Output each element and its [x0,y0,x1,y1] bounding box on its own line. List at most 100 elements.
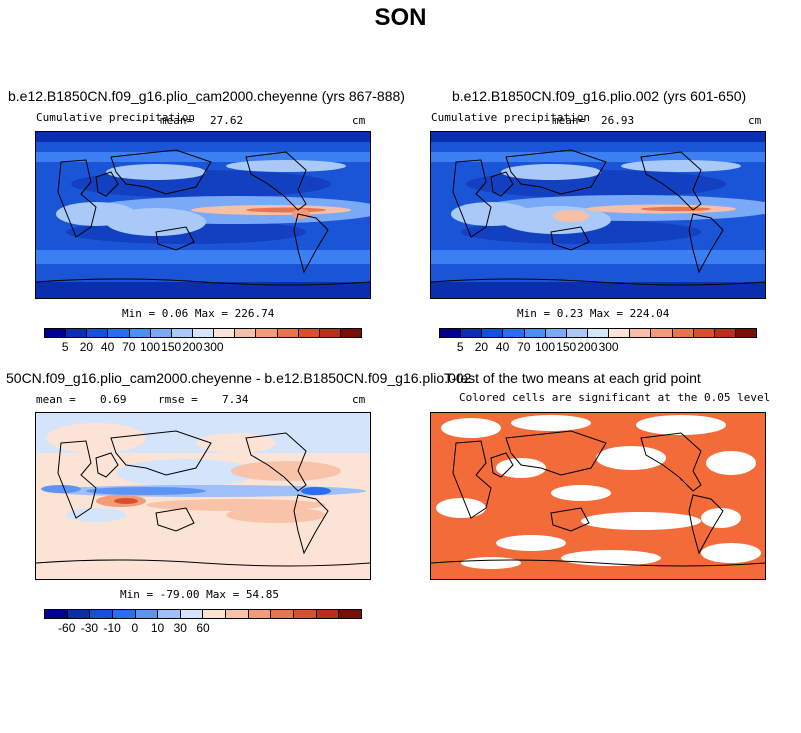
colorbar-swatch [45,329,67,337]
panel-1-precip-field [36,132,370,298]
panel-2-colorbar [439,328,757,338]
colorbar-swatch [192,329,215,337]
panel-4-title: T-test of the two means at each grid poi… [444,370,701,386]
panel-1-mean-label: mean= [160,114,194,127]
panel-1-units: cm [352,114,366,127]
colorbar-tick-label: 20 [79,340,94,354]
page-title: SON [374,4,427,31]
colorbar-swatch [461,329,483,337]
colorbar-tick-label: 20 [474,340,489,354]
colorbar-swatch [135,610,159,618]
colorbar-swatch [271,610,295,618]
colorbar-swatch [108,329,130,337]
panel-2-mean: 26.93 [601,114,635,127]
colorbar-tick-label: 150 [161,340,182,354]
colorbar-swatch [651,329,673,337]
colorbar-tick-label: 300 [203,340,224,354]
panel-4-subtitle: Colored cells are significant at the 0.0… [459,391,771,404]
colorbar-tick-label: 10 [150,621,165,635]
colorbar-tick-label: -60 [58,621,76,635]
panel-3-rmse-label: rmse = [158,393,198,406]
colorbar-swatch [545,329,567,337]
colorbar-tick-label: 5 [61,340,69,354]
colorbar-tick-label: 70 [122,340,136,354]
colorbar-tick-label: 60 [196,621,210,635]
panel-4-map [430,412,766,580]
colorbar-swatch [503,329,525,337]
colorbar-swatch [66,329,88,337]
colorbar-swatch [735,329,757,337]
panel-2-map [430,131,766,299]
colorbar-swatch [256,329,278,337]
colorbar-swatch [630,329,652,337]
colorbar-swatch [180,610,204,618]
colorbar-tick-label: 70 [517,340,531,354]
colorbar-tick-label: 40 [100,340,115,354]
colorbar-tick-label: -30 [80,621,99,635]
panel-4-significance-field [431,413,765,579]
panel-3-difference-field [36,413,370,579]
panel-3-units: cm [352,393,366,406]
panel-1-min-max: Min = 0.06 Max = 226.74 [122,307,275,320]
colorbar-swatch [90,610,113,618]
colorbar-tick-label: 200 [577,340,598,354]
panel-3-title: 50CN.f09_g16.plio_cam2000.cheyenne - b.e… [6,370,472,386]
panel-3-colorbar [44,609,362,619]
colorbar-swatch [171,329,193,337]
colorbar-swatch [316,610,340,618]
panel-3-mean-label: mean = [36,393,76,406]
colorbar-swatch [298,329,320,337]
colorbar-swatch [203,610,227,618]
colorbar-tick-label: 300 [598,340,619,354]
colorbar-swatch [150,329,172,337]
colorbar-swatch [440,329,462,337]
colorbar-swatch [226,610,249,618]
colorbar-swatch [277,329,299,337]
colorbar-swatch [339,610,361,618]
colorbar-tick-label: 30 [173,621,187,635]
colorbar-tick-label: 0 [131,621,139,635]
panel-3-mean: 0.69 [100,393,127,406]
colorbar-swatch [214,329,236,337]
colorbar-swatch [45,610,68,618]
colorbar-swatch [714,329,736,337]
colorbar-tick-label: 100 [534,340,556,354]
panel-2-variable: Cumulative precipitation [431,111,590,124]
panel-1-title: b.e12.B1850CN.f09_g16.plio_cam2000.cheye… [8,88,405,104]
colorbar-swatch [67,610,91,618]
panel-1-variable: Cumulative precipitation [36,111,195,124]
panel-3-map [35,412,371,580]
panel-1-mean: 27.62 [210,114,244,127]
colorbar-swatch [566,329,588,337]
colorbar-swatch [672,329,694,337]
panel-1-colorbar [44,328,362,338]
panel-1-map [35,131,371,299]
colorbar-swatch [609,329,631,337]
colorbar-swatch [248,610,272,618]
panel-3-min-max: Min = -79.00 Max = 54.85 [120,588,279,601]
colorbar-swatch [129,329,151,337]
panel-2-title: b.e12.B1850CN.f09_g16.plio.002 (yrs 601-… [452,88,747,104]
colorbar-swatch [158,610,181,618]
panel-2-mean-label: mean= [552,114,586,127]
colorbar-swatch [235,329,257,337]
colorbar-tick-label: 200 [182,340,203,354]
panel-2-units: cm [748,114,762,127]
colorbar-swatch [112,610,136,618]
colorbar-tick-label: 150 [556,340,577,354]
colorbar-tick-label: 5 [456,340,464,354]
colorbar-swatch [482,329,504,337]
colorbar-tick-label: 40 [495,340,510,354]
colorbar-tick-label: 100 [139,340,161,354]
colorbar-swatch [87,329,109,337]
colorbar-swatch [294,610,317,618]
colorbar-swatch [319,329,341,337]
panel-3-rmse: 7.34 [222,393,249,406]
colorbar-swatch [693,329,715,337]
colorbar-swatch [524,329,546,337]
panel-2-precip-field [431,132,765,298]
colorbar-tick-label: -10 [103,621,121,635]
colorbar-swatch [587,329,610,337]
panel-2-min-max: Min = 0.23 Max = 224.04 [517,307,670,320]
colorbar-swatch [340,329,362,337]
